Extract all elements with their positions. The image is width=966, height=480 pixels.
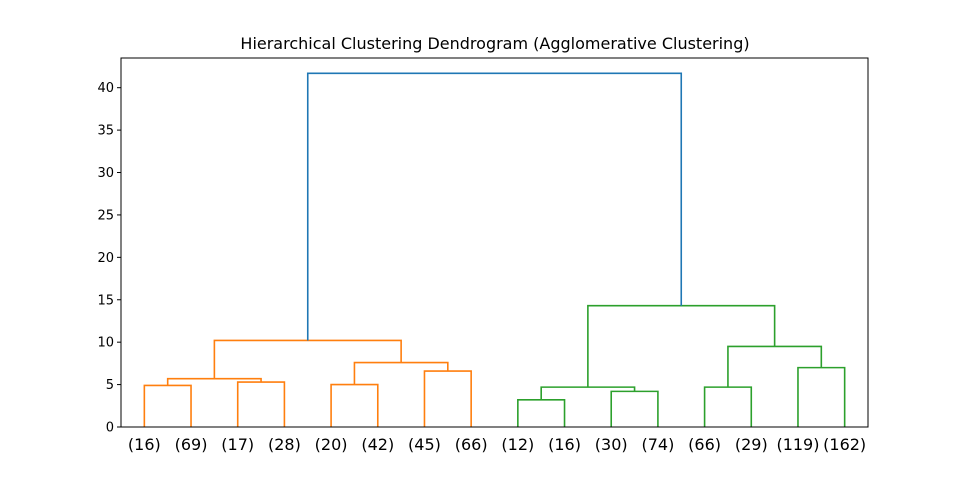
leaf-label: (16) [548, 435, 581, 454]
leaf-label: (17) [221, 435, 254, 454]
dendrogram-link-4 [423, 370, 472, 427]
x-axis: (16) (69) (17) (28) (20) (42) (45) (66) (12) (16)… [128, 435, 866, 454]
dendrogram-link-9 [540, 386, 636, 400]
y-tick-label: 35 [97, 124, 114, 139]
y-axis: 0 5 10 15 20 25 30 35 40 [97, 81, 121, 436]
dendrogram-link-7 [517, 399, 566, 427]
dendrogram-link-1 [236, 381, 286, 427]
leaf-label: (28) [268, 435, 301, 454]
dendrogram-link-12 [727, 345, 823, 388]
leaf-label: (66) [688, 435, 721, 454]
y-tick-label: 15 [97, 293, 114, 308]
leaf-label: (42) [361, 435, 394, 454]
leaf-label: (66) [455, 435, 488, 454]
leaf-label: (119) [776, 435, 819, 454]
dendrogram-link-6 [213, 339, 402, 379]
y-tick-label: 20 [97, 251, 114, 266]
y-tick-label: 10 [97, 336, 114, 351]
y-tick-label: 0 [106, 421, 114, 436]
leaf-label: (30) [595, 435, 628, 454]
dendrogram-links [143, 72, 846, 427]
leaf-label: (45) [408, 435, 441, 454]
y-tick-label: 40 [97, 81, 114, 96]
chart-title: Hierarchical Clustering Dendrogram (Aggl… [240, 34, 749, 53]
dendrogram-link-8 [610, 390, 659, 427]
leaf-label: (29) [735, 435, 768, 454]
dendrogram-link-5 [353, 361, 449, 385]
dendrogram-link-13 [587, 304, 776, 388]
dendrogram-link-3 [330, 383, 379, 427]
dendrogram-link-0 [143, 384, 192, 427]
leaf-label: (16) [128, 435, 161, 454]
y-tick-label: 30 [97, 166, 114, 181]
leaf-label: (162) [823, 435, 866, 454]
y-tick-label: 25 [97, 208, 114, 223]
plot-area-frame [120, 57, 869, 428]
leaf-label: (20) [315, 435, 348, 454]
dendrogram-link-10 [703, 386, 753, 427]
dendrogram-link-11 [797, 366, 846, 427]
leaf-label: (69) [175, 435, 208, 454]
leaf-label: (74) [641, 435, 674, 454]
y-tick-label: 5 [106, 378, 114, 393]
leaf-label: (12) [501, 435, 534, 454]
dendrogram-link-14 [306, 72, 683, 341]
